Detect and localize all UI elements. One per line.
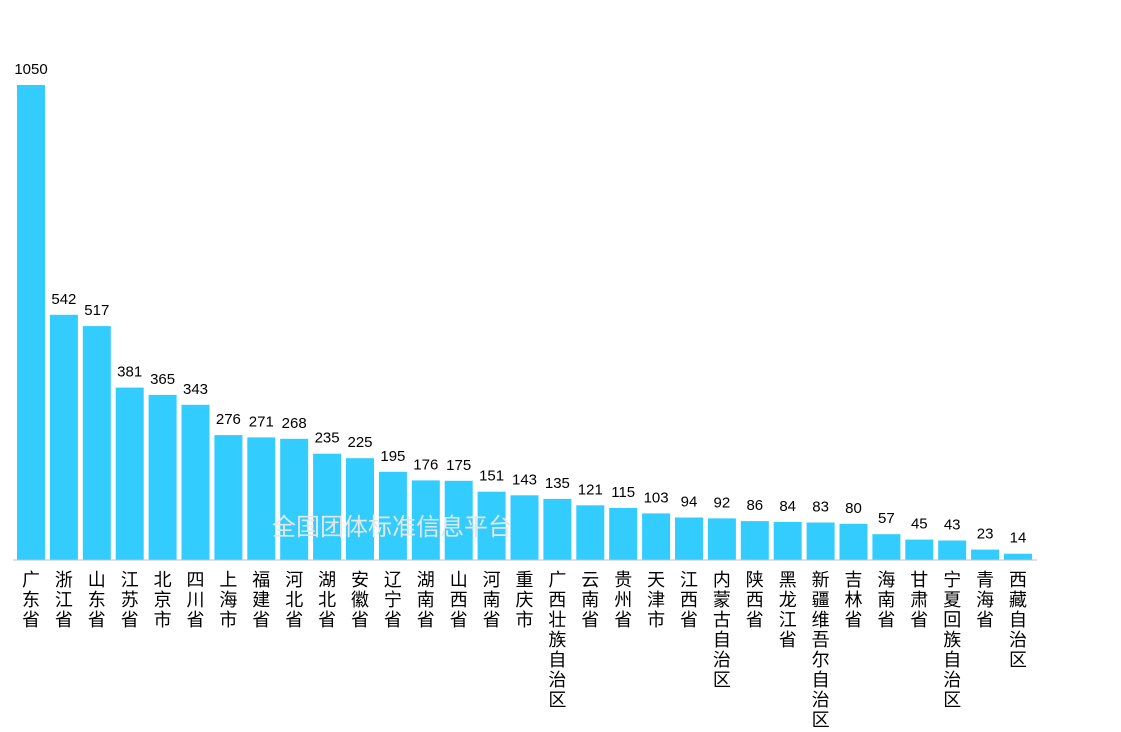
bar-16: [543, 498, 572, 560]
category-label-25: 吉林省: [845, 570, 863, 631]
bar-27: [905, 539, 934, 560]
bar-1: [49, 314, 78, 560]
category-label-18: 贵州省: [614, 570, 632, 631]
bar-24: [806, 522, 835, 560]
value-label-27: 45: [911, 516, 928, 533]
category-label-16: 广西壮族自治区: [548, 570, 566, 711]
value-label-16: 135: [545, 475, 570, 492]
category-label-20: 江西省: [680, 570, 698, 631]
category-label-21: 内蒙古自治区: [713, 570, 731, 691]
category-label-13: 山西省: [450, 570, 468, 631]
bar-29: [971, 549, 1000, 560]
bars-group: [17, 85, 1032, 560]
category-label-9: 湖北省: [318, 570, 336, 631]
value-label-5: 343: [183, 381, 208, 398]
bar-19: [642, 513, 671, 560]
value-label-24: 83: [812, 499, 829, 516]
value-label-26: 57: [878, 510, 895, 527]
value-label-6: 276: [216, 411, 241, 428]
value-label-18: 115: [611, 484, 635, 501]
value-label-12: 176: [413, 456, 438, 473]
value-label-11: 195: [380, 448, 405, 465]
bar-20: [675, 517, 703, 560]
bar-4: [148, 394, 177, 560]
value-label-25: 80: [845, 500, 862, 517]
value-label-15: 143: [512, 471, 537, 488]
category-label-1: 浙江省: [55, 570, 73, 631]
value-label-10: 225: [347, 434, 372, 451]
value-label-29: 23: [977, 526, 994, 543]
bar-10: [346, 458, 374, 560]
category-label-2: 山东省: [88, 570, 106, 631]
bar-30: [1004, 553, 1032, 560]
category-label-3: 江苏省: [121, 570, 139, 631]
bar-5: [181, 404, 210, 560]
category-label-28: 宁夏回族自治区: [943, 570, 961, 711]
bar-25: [839, 523, 868, 560]
value-labels-group: 1050 542 517 381 365 343 276 271 268 235 225 195 176…: [14, 61, 1026, 547]
bar-0: [17, 85, 45, 560]
category-label-27: 甘肃省: [910, 570, 928, 631]
category-label-26: 海南省: [877, 570, 895, 631]
category-label-29: 青海省: [976, 570, 994, 631]
value-label-20: 94: [681, 494, 698, 511]
category-label-0: 广东省: [22, 570, 40, 631]
value-label-23: 84: [779, 498, 796, 515]
value-label-7: 271: [249, 413, 274, 430]
category-label-19: 天津市: [647, 570, 665, 631]
category-label-5: 四川省: [187, 570, 205, 631]
category-label-12: 湖南省: [417, 570, 435, 631]
category-label-30: 西藏自治区: [1009, 570, 1027, 671]
bar-13: [444, 480, 473, 560]
bar-21: [707, 518, 736, 560]
category-label-17: 云南省: [581, 570, 599, 631]
bar-3: [115, 387, 144, 560]
category-label-23: 黑龙江省: [779, 570, 797, 651]
category-label-22: 陕西省: [746, 570, 764, 631]
category-label-11: 辽宁省: [384, 570, 402, 631]
bar-22: [740, 521, 769, 560]
category-labels-group: 广东省浙江省山东省江苏省北京市四川省上海市福建省河北省湖北省安徽省辽宁省湖南省山…: [22, 570, 1027, 731]
bar-23: [773, 522, 802, 560]
bar-15: [510, 495, 539, 560]
value-label-28: 43: [944, 517, 961, 534]
value-label-22: 86: [746, 497, 763, 514]
bar-6: [214, 435, 243, 560]
category-label-6: 上海市: [219, 570, 237, 631]
bar-7: [247, 437, 276, 560]
bar-18: [609, 508, 638, 560]
bar-8: [280, 438, 309, 560]
watermark-text: 全国团体标准信息平台: [272, 513, 512, 541]
bar-11: [378, 471, 407, 560]
value-label-2: 517: [84, 302, 109, 319]
value-label-0: 1050: [14, 61, 47, 78]
bar-14: [477, 491, 506, 560]
bar-28: [938, 540, 967, 560]
value-label-4: 365: [150, 371, 175, 388]
value-label-3: 381: [117, 364, 142, 381]
category-label-8: 河北省: [285, 570, 303, 631]
value-label-8: 268: [282, 415, 307, 432]
bar-26: [872, 534, 901, 560]
category-label-24: 新疆维吾尔自治区: [812, 570, 830, 731]
bar-12: [411, 480, 440, 560]
category-label-15: 重庆市: [516, 570, 534, 631]
value-label-13: 175: [446, 457, 471, 474]
value-label-19: 103: [644, 489, 669, 506]
bar-17: [576, 505, 605, 560]
value-label-14: 151: [479, 468, 504, 485]
value-label-9: 235: [315, 430, 340, 447]
bar-9: [313, 453, 342, 560]
category-label-7: 福建省: [252, 570, 270, 631]
value-label-21: 92: [714, 494, 731, 511]
category-label-4: 北京市: [154, 570, 172, 631]
category-label-14: 河南省: [483, 570, 501, 631]
value-label-1: 542: [51, 291, 76, 308]
bar-2: [82, 326, 111, 560]
category-label-10: 安徽省: [351, 570, 369, 631]
value-label-30: 14: [1010, 530, 1027, 547]
value-label-17: 121: [578, 481, 603, 498]
